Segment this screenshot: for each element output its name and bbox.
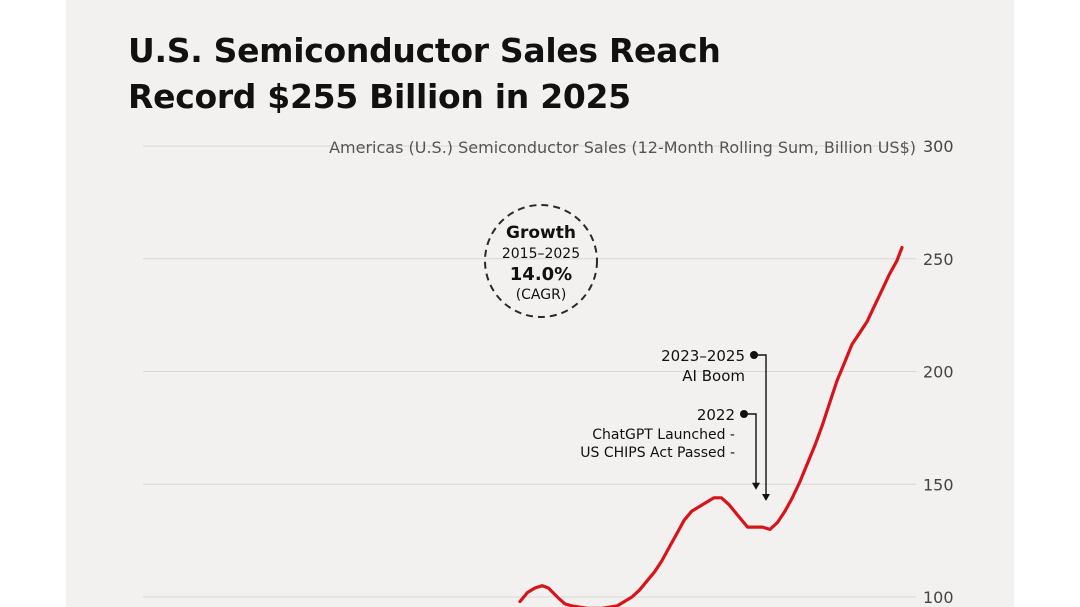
- annotation-2022-arrowhead: [752, 482, 760, 490]
- y-axis-label: Americas (U.S.) Semiconductor Sales (12-…: [329, 138, 916, 157]
- y-tick-label-200: 200: [923, 363, 954, 382]
- title-line-2: Record $255 Billion in 2025: [128, 77, 631, 116]
- y-tick-label-250: 250: [923, 250, 954, 269]
- y-tick-label-150: 150: [923, 475, 954, 494]
- chart-panel: [66, 0, 1014, 607]
- callout-period: 2015–2025: [502, 246, 580, 262]
- growth-callout: Growth 2015–2025 14.0% (CAGR): [484, 204, 598, 318]
- annotation-2022-year: 2022: [697, 406, 735, 424]
- annotation-ai-boom-arrowhead: [762, 494, 770, 502]
- callout-circle: [484, 204, 598, 318]
- y-tick-label-100: 100: [923, 588, 954, 607]
- chart-title: U.S. Semiconductor Sales Reach Record $2…: [128, 28, 828, 120]
- annotation-2022-leader: [744, 413, 757, 484]
- callout-value: 14.0%: [510, 264, 572, 285]
- callout-cagr: (CAGR): [516, 287, 567, 303]
- annotation-2022-chips: US CHIPS Act Passed -: [580, 445, 735, 461]
- annotation-2022-chatgpt: ChatGPT Launched -: [592, 427, 735, 443]
- annotation-ai-boom-leader: [754, 354, 767, 496]
- y-tick-label-300: 300: [923, 137, 954, 156]
- series-line-americas-sales: [518, 245, 904, 607]
- annotation-ai-boom-year: 2023–2025: [661, 347, 745, 365]
- annotation-2022: 2022 ChatGPT Launched - US CHIPS Act Pas…: [580, 406, 760, 490]
- gridlines: [143, 145, 916, 598]
- annotation-ai-boom: 2023–2025 AI Boom: [661, 347, 770, 502]
- annotation-ai-boom-label: AI Boom: [682, 367, 745, 385]
- title-line-1: U.S. Semiconductor Sales Reach: [128, 31, 721, 70]
- callout-heading: Growth: [506, 223, 576, 243]
- y-axis-ticks: 100 150 200 250 300: [923, 137, 954, 607]
